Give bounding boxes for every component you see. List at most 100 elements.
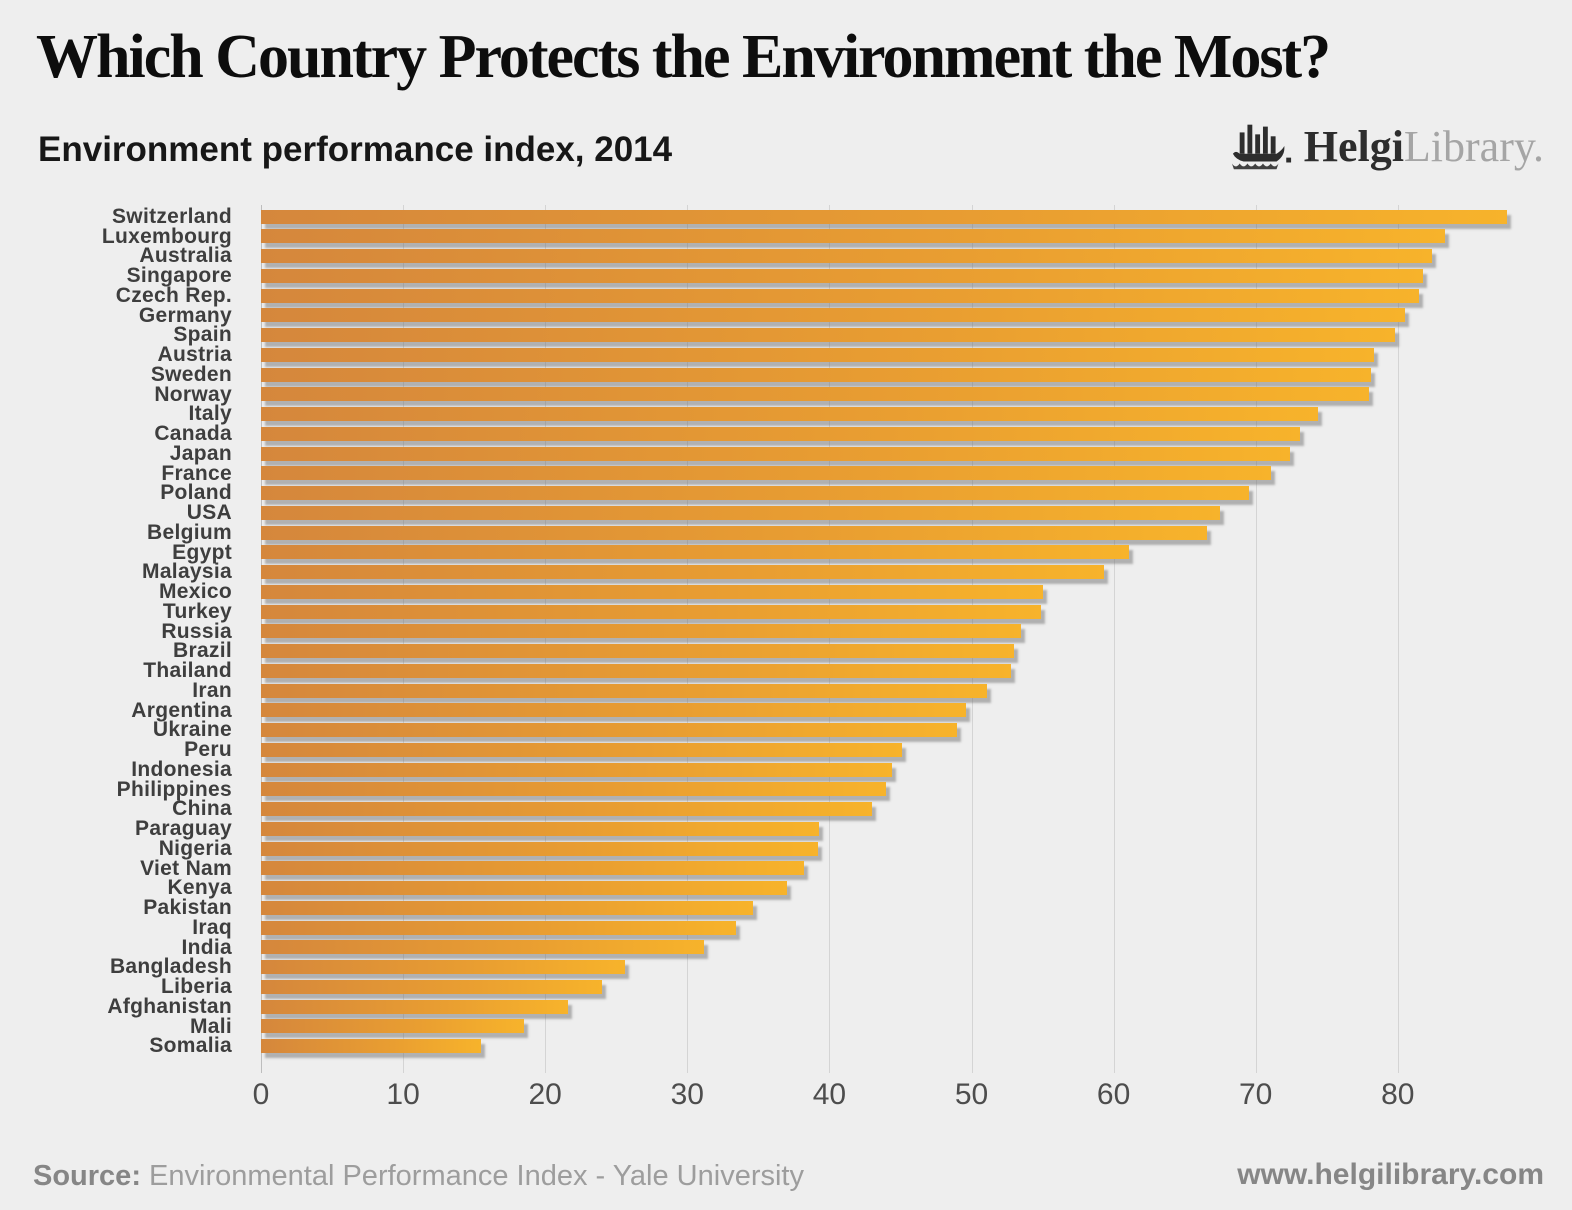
bar-row: Malaysia [142,561,1572,582]
country-label: Philippines [116,777,232,801]
country-label: Iraq [192,915,232,939]
country-label: Switzerland [112,204,232,228]
country-bar [261,841,819,856]
country-label: Iran [192,678,232,702]
bar-row: Switzerland [112,206,1572,227]
country-label: USA [186,501,232,525]
country-bar [261,426,1300,441]
country-label: France [161,461,232,485]
country-bar [261,308,1405,323]
bar-row: Iran [192,680,1572,701]
country-label: Malaysia [142,560,232,584]
country-label: Bangladesh [109,955,232,979]
country-label: Viet Nam [140,856,232,880]
country-label: Belgium [147,520,232,544]
viking-ship-bar-chart-icon [1231,124,1291,170]
bar-row: Mali [190,1016,1572,1037]
country-bar [261,209,1508,224]
x-axis-tick-label: 40 [812,1078,847,1111]
country-label: Paraguay [135,817,232,841]
country-bar [261,249,1432,263]
bar-row: Turkey [163,601,1572,622]
x-axis-tick-label: 30 [670,1078,704,1111]
bar-row: Nigeria [159,838,1572,859]
bar-row: Austria [158,344,1572,365]
x-axis-tick-label: 20 [528,1078,562,1111]
x-axis-tick-label: 80 [1381,1078,1415,1111]
bar-row: Russia [161,621,1572,642]
country-bar [261,881,787,895]
gridline-40 [829,205,831,1073]
bar-chart-plot: Switzerland Luxembourg Australia Singapore C… [102,205,1572,1073]
country-bar [261,663,1012,678]
bar-row: Norway [154,384,1572,405]
gridline-60 [1113,205,1115,1073]
country-label: Germany [138,303,232,327]
bar-row: Bangladesh [110,956,1572,977]
helgi-library-logo: Helgi Library. [1230,116,1544,176]
country-label: Mali [189,1014,232,1038]
bar-row: Sweden [151,364,1572,385]
bar-row: Italy [188,403,1572,424]
country-bar [261,584,1043,599]
country-label: Spain [173,323,232,347]
country-label: Australia [139,244,232,268]
country-bar [261,683,988,698]
bar-row: Poland [160,482,1572,503]
country-label: Singapore [126,264,232,288]
bar-row: Somalia [149,1035,1572,1056]
country-label: Luxembourg [101,224,232,248]
country-label: Canada [154,422,232,446]
bar-row: Brazil [173,640,1572,661]
bar-row: Belgium [147,522,1572,543]
bar-row: Pakistan [143,897,1572,918]
country-bar [261,486,1249,500]
country-label: Thailand [143,659,232,683]
country-label: Turkey [162,599,232,623]
country-label: Egypt [172,540,232,564]
country-label: Sweden [150,362,232,386]
country-label: China [172,797,232,821]
x-axis-tick-label: 0 [252,1078,270,1111]
bar-row: Egypt [172,542,1572,563]
country-bar [261,979,603,994]
source-text: Environmental Performance Index - Yale U… [140,1160,804,1192]
country-bar [261,387,1370,402]
country-bar [261,407,1319,421]
bar-row: Mexico [159,581,1572,602]
gridline-0 [261,205,262,1073]
country-label: Czech Rep. [115,283,232,307]
bar-row: Czech Rep. [116,285,1572,306]
bar-rows: Switzerland Luxembourg Australia Singapore C… [102,206,1572,1056]
gridline-50 [971,205,973,1073]
country-bar [261,268,1424,283]
bar-row: Luxembourg [102,226,1572,247]
country-bar [261,525,1208,540]
country-label: Mexico [159,580,232,604]
country-bar [261,960,625,974]
bar-row: Viet Nam [140,858,1572,879]
country-label: Pakistan [143,896,232,920]
gridline-30 [687,205,689,1073]
bar-row: USA [187,502,1572,523]
country-bar [261,565,1104,579]
bar-row: Spain [173,324,1572,345]
bar-row: Argentina [131,700,1572,721]
gridline-80 [1397,205,1399,1073]
country-bar [261,762,892,777]
country-bar [261,900,753,915]
country-label: Russia [161,619,232,643]
country-bar [261,288,1420,303]
country-label: Ukraine [152,718,232,742]
bar-row: Japan [170,443,1572,464]
country-label: Austria [157,343,232,367]
source-label: Source: [33,1160,141,1192]
country-bar [261,624,1022,639]
page-subtitle: Environment performance index, 2014 [38,130,673,169]
country-bar [261,723,958,737]
country-bar [261,821,820,836]
country-label: Liberia [161,975,232,999]
country-label: Italy [188,402,232,426]
country-label: Brazil [173,639,232,663]
